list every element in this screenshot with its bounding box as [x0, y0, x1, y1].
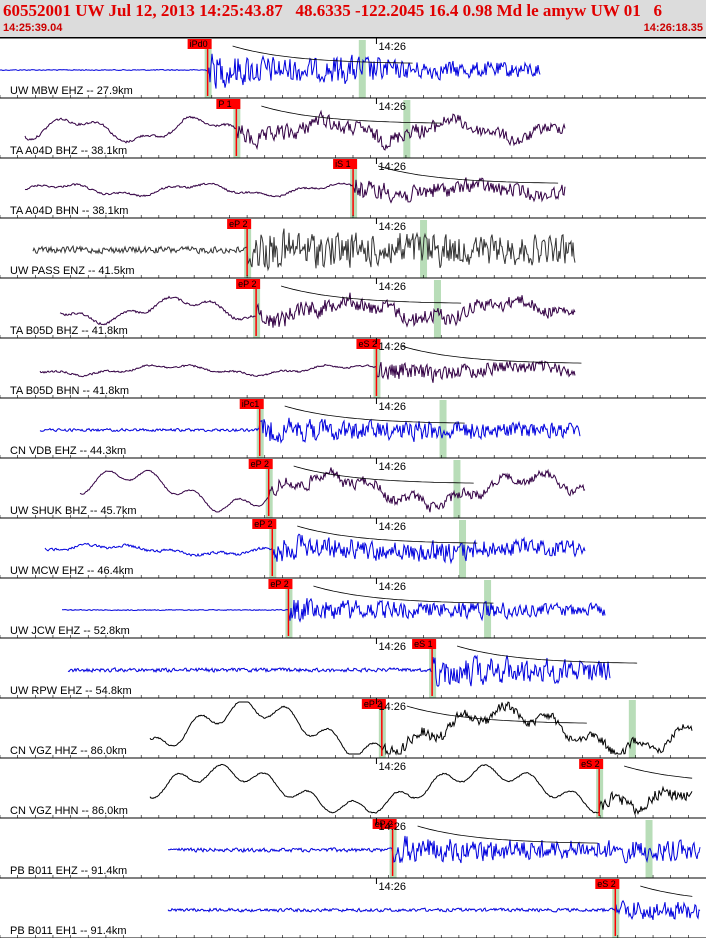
- trace-label: CN VDB EHZ -- 44.3km: [10, 445, 126, 457]
- time-tick-label: 14:26: [378, 281, 406, 293]
- pick-box: [236, 279, 261, 289]
- pick-box: [227, 219, 252, 229]
- time-tick-label: 14:26: [378, 401, 406, 413]
- time-tick-label: 14:26: [378, 221, 406, 233]
- pick-label: eP 2: [229, 219, 247, 229]
- waveform: [39, 360, 576, 383]
- waveform: [24, 177, 566, 204]
- pick-label: eP 2: [270, 579, 288, 589]
- waveform: [67, 654, 611, 688]
- trace-label: UW RPW EHZ -- 54.8km: [10, 685, 132, 697]
- waveform: [59, 292, 576, 328]
- coda-curve: [377, 165, 559, 184]
- pick-label: eP 2: [254, 519, 272, 529]
- trace-label: TA A04D BHZ -- 38.1km: [10, 145, 127, 157]
- pick-box: [248, 459, 273, 469]
- waveform: [79, 467, 586, 513]
- coda-curve: [284, 405, 465, 424]
- pick-label: iPd0: [190, 39, 208, 49]
- coda-curve: [297, 525, 478, 544]
- pick-box: [268, 579, 293, 589]
- waveform: [62, 597, 606, 623]
- time-tick-label: 14:26: [378, 521, 406, 533]
- time-tick-label: 14:26: [378, 761, 406, 773]
- waveform: [24, 109, 566, 151]
- coda-curve: [401, 345, 582, 364]
- waveform: [39, 417, 581, 444]
- trace-label: UW SHUK BHZ -- 45.7km: [10, 505, 137, 517]
- coda-curve: [624, 765, 693, 779]
- pick-band: [453, 460, 461, 518]
- pick-label: eP 2: [364, 699, 382, 709]
- trace-label: PB B011 EH1 -- 91.4km: [10, 925, 127, 937]
- pick-box: [333, 159, 358, 169]
- trace-label: UW MCW EHZ -- 46.4km: [10, 565, 133, 577]
- trace-label: PB B011 EHZ -- 91.4km: [10, 865, 127, 877]
- time-tick-label: 14:26: [378, 41, 406, 53]
- coda-curve: [406, 705, 587, 724]
- pick-label: eP 2: [238, 279, 256, 289]
- trace-label: TA A04D BHN -- 38.1km: [10, 205, 128, 217]
- pick-label: eS 2: [597, 879, 616, 889]
- trace-label: UW PASS ENZ -- 41.5km: [10, 265, 134, 277]
- event-header: 60552001 UW Jul 12, 2013 14:25:43.87 48.…: [0, 0, 706, 38]
- pick-label: eS 2: [581, 759, 600, 769]
- window-end-time: 14:26:18.35: [643, 22, 703, 34]
- event-title: 60552001 UW Jul 12, 2013 14:25:43.87 48.…: [3, 1, 663, 20]
- pick-box: [579, 759, 604, 769]
- coda-curve: [293, 465, 474, 484]
- pick-band: [439, 400, 447, 458]
- pick-box: [412, 639, 437, 649]
- time-tick-label: 14:26: [378, 881, 406, 893]
- trace-label: UW MBW EHZ -- 27.9km: [10, 85, 133, 97]
- pick-box: [361, 699, 386, 709]
- window-start-time: 14:25:39.04: [3, 22, 63, 34]
- trace-label: TA B05D BHN -- 41.8km: [10, 385, 129, 397]
- pick-box: [216, 99, 241, 109]
- pick-box: [187, 39, 212, 49]
- pick-box: [239, 399, 264, 409]
- time-tick-label: 14:26: [378, 821, 406, 833]
- pick-box: [356, 339, 381, 349]
- trace-label: TA B05D BHZ -- 41.8km: [10, 325, 128, 337]
- coda-curve: [232, 45, 413, 64]
- seismogram-plot[interactable]: iPd0 14:26 UW MBW EHZ -- 27.9km P 1 14:26 TA …: [0, 38, 706, 938]
- trace-label: UW JCW EHZ -- 52.8km: [10, 625, 130, 637]
- waveform: [0, 53, 541, 89]
- time-tick-label: 14:26: [378, 641, 406, 653]
- coda-curve: [456, 645, 638, 664]
- pick-label: eP 2: [375, 819, 393, 829]
- pick-label: iS 1: [335, 159, 351, 169]
- waveform: [44, 533, 586, 565]
- time-tick-label: 14:26: [378, 701, 406, 713]
- pick-box: [372, 819, 397, 829]
- waveform: [32, 228, 576, 272]
- pick-label: iPc1: [242, 399, 260, 409]
- pick-band: [403, 100, 411, 158]
- coda-curve: [640, 885, 693, 897]
- pick-box: [252, 519, 277, 529]
- time-tick-label: 14:26: [378, 101, 406, 113]
- waveform: [149, 701, 693, 756]
- pick-label: eS 2: [358, 339, 377, 349]
- time-tick-label: 14:26: [378, 161, 406, 173]
- coda-curve: [280, 285, 462, 304]
- trace-label: CN VGZ HHN -- 86.0km: [10, 805, 128, 817]
- time-tick-label: 14:26: [378, 341, 406, 353]
- pick-label: eP 2: [251, 459, 269, 469]
- coda-curve: [417, 825, 598, 844]
- coda-curve: [261, 105, 442, 124]
- time-tick-label: 14:26: [378, 581, 406, 593]
- time-tick-label: 14:26: [378, 461, 406, 473]
- waveform: [167, 899, 701, 921]
- trace-label: CN VGZ HHZ -- 86.0km: [10, 745, 127, 757]
- pick-label: eS 1: [414, 639, 433, 649]
- waveform: [149, 763, 693, 816]
- waveform: [168, 835, 701, 864]
- pick-box: [595, 879, 620, 889]
- pick-label: P 1: [218, 99, 231, 109]
- pick-band: [628, 700, 636, 758]
- coda-curve: [313, 585, 494, 604]
